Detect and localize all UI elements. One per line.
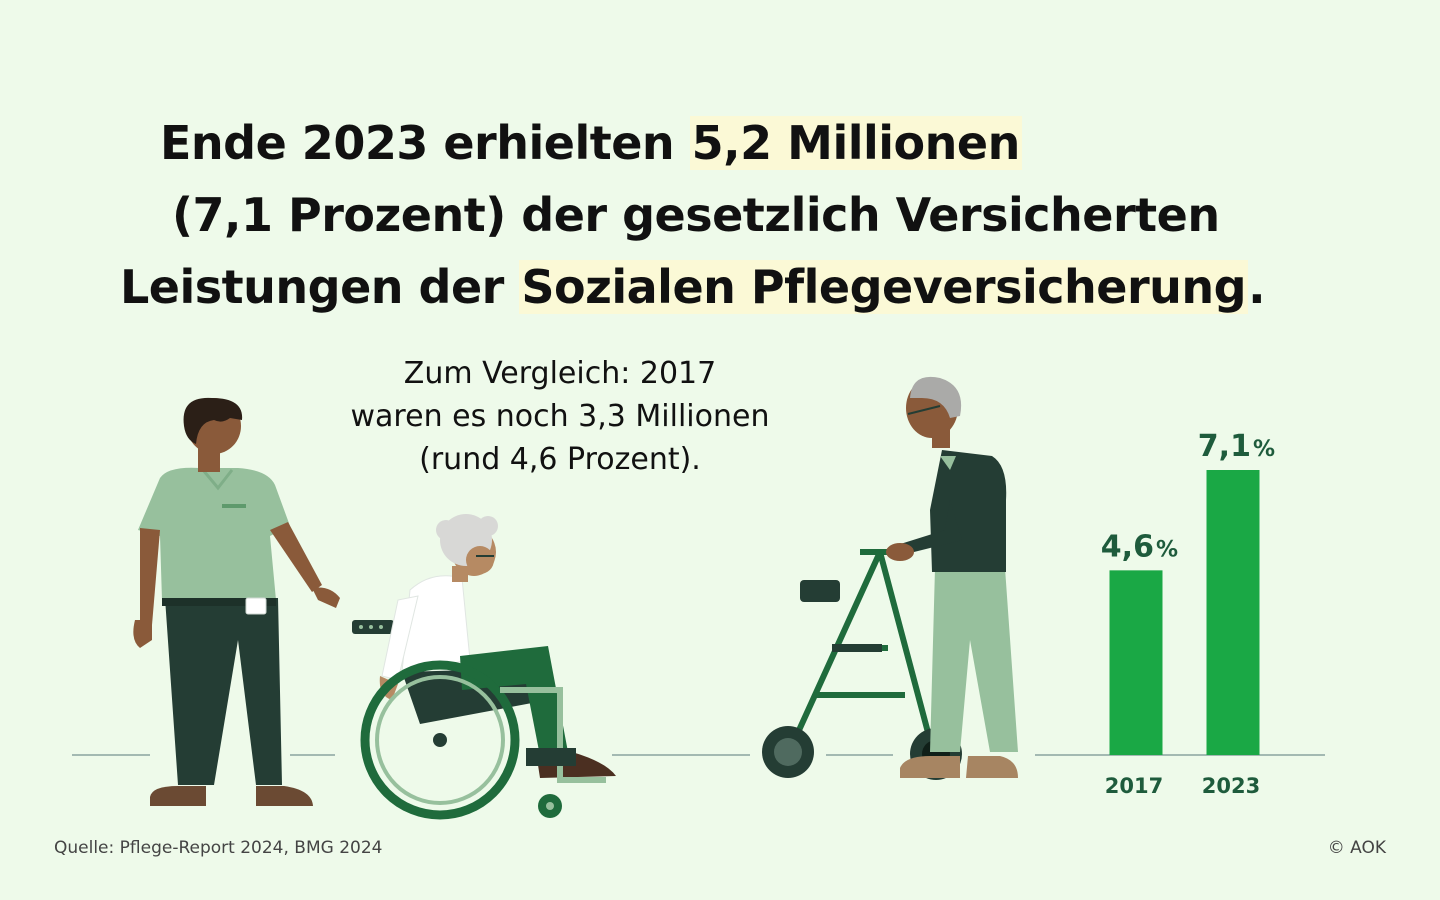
headline-highlight-insurance: Sozialen Pflegeversicherung [519, 260, 1249, 314]
headline-text-1: Ende 2023 erhielten [160, 116, 690, 170]
comparison-line-2: waren es noch 3,3 Millionen [350, 399, 770, 434]
source-note: Quelle: Pflege-Report 2024, BMG 2024 [54, 838, 383, 858]
wheelchair-user-illustration-icon [352, 514, 616, 820]
headline-text-2: (7,1 Prozent) der gesetzlich Versicherte… [172, 188, 1220, 242]
comparison-line-1: Zum Vergleich: 2017 [403, 356, 717, 391]
copyright-note: © AOK [1327, 838, 1386, 858]
headline-period: . [1248, 260, 1266, 314]
value-label-2023: 7,1% [1198, 429, 1275, 464]
bar-chart: 4,6% 7,1% 2017 2023 [1101, 429, 1275, 798]
comparison-note: Zum Vergleich: 2017 waren es noch 3,3 Mi… [300, 352, 820, 481]
headline-text-3: Leistungen der [120, 260, 520, 314]
headline-line-2: (7,1 Prozent) der gesetzlich Versicherte… [172, 185, 1220, 245]
comparison-line-3: (rund 4,6 Prozent). [419, 442, 701, 477]
headline-highlight-millions: 5,2 Millionen [689, 116, 1022, 170]
bar-2023 [1206, 470, 1260, 755]
bar-2017 [1109, 570, 1163, 755]
category-label-2017: 2017 [1105, 774, 1163, 798]
headline-line-1: Ende 2023 erhielten 5,2 Millionen [160, 113, 1022, 173]
caregiver-illustration-icon [133, 397, 340, 806]
category-label-2023: 2023 [1202, 774, 1260, 798]
walker-user-illustration-icon [762, 376, 1018, 780]
headline-line-3: Leistungen der Sozialen Pflegeversicheru… [120, 257, 1266, 317]
value-label-2017: 4,6% [1101, 529, 1178, 564]
